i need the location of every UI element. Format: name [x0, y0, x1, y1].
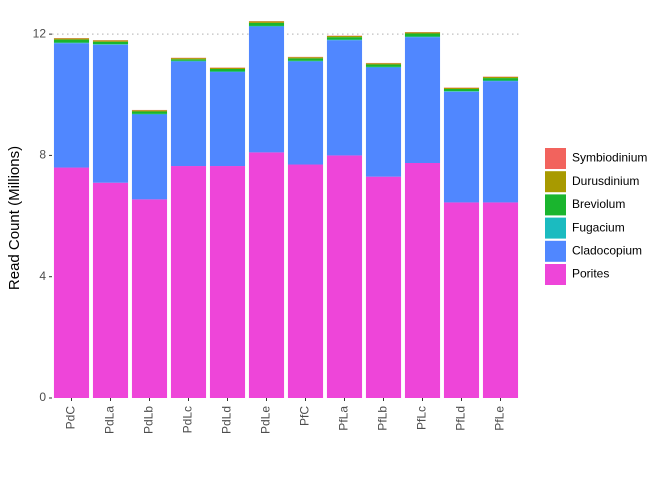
bar-PfLc-breviolum	[404, 33, 441, 37]
bar-PdLe-cladocopium	[248, 26, 285, 153]
bar-PdC-fugacium	[53, 42, 90, 44]
x-tick-label: PdC	[64, 406, 78, 430]
x-tick-label: PdLe	[259, 406, 273, 434]
plot-area	[52, 21, 520, 398]
bar-PfLd-fugacium	[443, 91, 480, 92]
x-tick-label: PfLb	[376, 406, 390, 431]
bar-PfLe-cladocopium	[482, 81, 519, 203]
bar-PdLb-breviolum	[131, 111, 168, 114]
bar-PfLd-durusdinium	[443, 87, 480, 90]
bar-PfLe-porites	[482, 202, 519, 398]
bar-PdLa-porites	[92, 182, 129, 398]
bar-PdLc-fugacium	[170, 60, 207, 62]
bar-PdLc-porites	[170, 166, 207, 398]
bar-PdC-porites	[53, 167, 90, 398]
bar-PdLc-durusdinium	[170, 58, 207, 60]
bar-PfLd-porites	[443, 202, 480, 398]
bar-PdLa-fugacium	[92, 44, 129, 45]
bar-PdC-durusdinium	[53, 38, 90, 40]
legend-label-durusdinium: Durusdinium	[572, 174, 639, 188]
bar-PdLa-durusdinium	[92, 40, 129, 42]
bar-PfLb-breviolum	[365, 64, 402, 67]
bar-PfLa-fugacium	[326, 39, 363, 41]
legend-key-durusdinium	[545, 171, 566, 193]
legend-label-symbiodinium: Symbiodinium	[572, 151, 647, 165]
bar-PfLb-porites	[365, 176, 402, 398]
x-tick-label: PdLd	[220, 406, 234, 434]
legend-label-cladocopium: Cladocopium	[572, 243, 642, 257]
legend-key-breviolum	[545, 194, 566, 216]
x-tick-label: PfLe	[493, 406, 507, 431]
bar-PfLa-durusdinium	[326, 35, 363, 38]
bar-PdLe-fugacium	[248, 25, 285, 27]
bar-PdLd-durusdinium	[209, 67, 246, 69]
bar-PdLc-breviolum	[170, 59, 207, 61]
legend-label-porites: Porites	[572, 267, 609, 281]
bar-PfLa-porites	[326, 155, 363, 398]
bar-PdLb-cladocopium	[131, 114, 168, 200]
bar-PdC-cladocopium	[53, 43, 90, 168]
bar-PfLe-breviolum	[482, 78, 519, 81]
x-tick-label: PfC	[298, 406, 312, 426]
bar-PfLe-fugacium	[482, 80, 519, 82]
y-axis-title: Read Count (Millions)	[6, 146, 23, 290]
bar-PdLd-breviolum	[209, 69, 246, 72]
bar-PfLb-cladocopium	[365, 67, 402, 177]
bar-PfLc-cladocopium	[404, 37, 441, 163]
y-tick-label: 12	[33, 26, 47, 40]
x-tick-label: PfLa	[337, 406, 351, 431]
legend: Symbiodinium Durusdinium Breviolum Fugacium…	[545, 148, 647, 285]
y-tick-label: 4	[39, 269, 46, 283]
bar-PdLd-porites	[209, 166, 246, 398]
bar-PfC-porites	[287, 164, 324, 398]
bar-PdLe-durusdinium	[248, 21, 285, 23]
y-tick-label: 8	[39, 148, 46, 162]
bar-PdLe-breviolum	[248, 22, 285, 26]
bar-PdLc-cladocopium	[170, 61, 207, 167]
bar-PfLe-durusdinium	[482, 76, 519, 79]
bar-PdLd-cladocopium	[209, 72, 246, 167]
legend-key-porites	[545, 264, 566, 285]
bar-PdC-breviolum	[53, 39, 90, 43]
bar-PfLa-cladocopium	[326, 40, 363, 156]
bar-PfLd-breviolum	[443, 89, 480, 92]
bar-PfC-cladocopium	[287, 61, 324, 165]
bar-PdLa-breviolum	[92, 41, 129, 45]
x-tick-label: PdLb	[142, 406, 156, 434]
bar-PfLc-durusdinium	[404, 32, 441, 34]
x-axis: PdC PdLa PdLb PdLc PdLd PdLe PfC PfLa PfLb PfLc Pf…	[64, 398, 507, 434]
y-axis: 0 4 8 12	[33, 26, 52, 404]
bar-PdLb-porites	[131, 199, 168, 398]
x-tick-label: PfLd	[454, 406, 468, 431]
bar-PfLd-cladocopium	[443, 91, 480, 203]
legend-label-breviolum: Breviolum	[572, 197, 625, 211]
bar-PfC-fugacium	[287, 60, 324, 62]
bar-PdLa-cladocopium	[92, 44, 129, 183]
legend-key-cladocopium	[545, 240, 566, 262]
legend-label-fugacium: Fugacium	[572, 220, 625, 234]
bar-PfLc-porites	[404, 163, 441, 398]
x-tick-label: PfLc	[415, 406, 429, 430]
x-tick-label: PdLa	[103, 406, 117, 434]
bar-PdLd-fugacium	[209, 71, 246, 73]
bar-PfLa-breviolum	[326, 37, 363, 40]
bar-PfC-durusdinium	[287, 57, 324, 59]
bar-PdLb-fugacium	[131, 113, 168, 115]
bar-PdLb-durusdinium	[131, 110, 168, 112]
bar-PdLe-porites	[248, 152, 285, 398]
y-tick-label: 0	[39, 390, 46, 404]
bar-PfLc-fugacium	[404, 36, 441, 38]
bar-PfLb-durusdinium	[365, 63, 402, 65]
bar-PfLb-fugacium	[365, 66, 402, 68]
legend-key-fugacium	[545, 217, 566, 239]
bar-PfC-breviolum	[287, 58, 324, 61]
legend-key-symbiodinium	[545, 148, 566, 169]
x-tick-label: PdLc	[181, 406, 195, 433]
